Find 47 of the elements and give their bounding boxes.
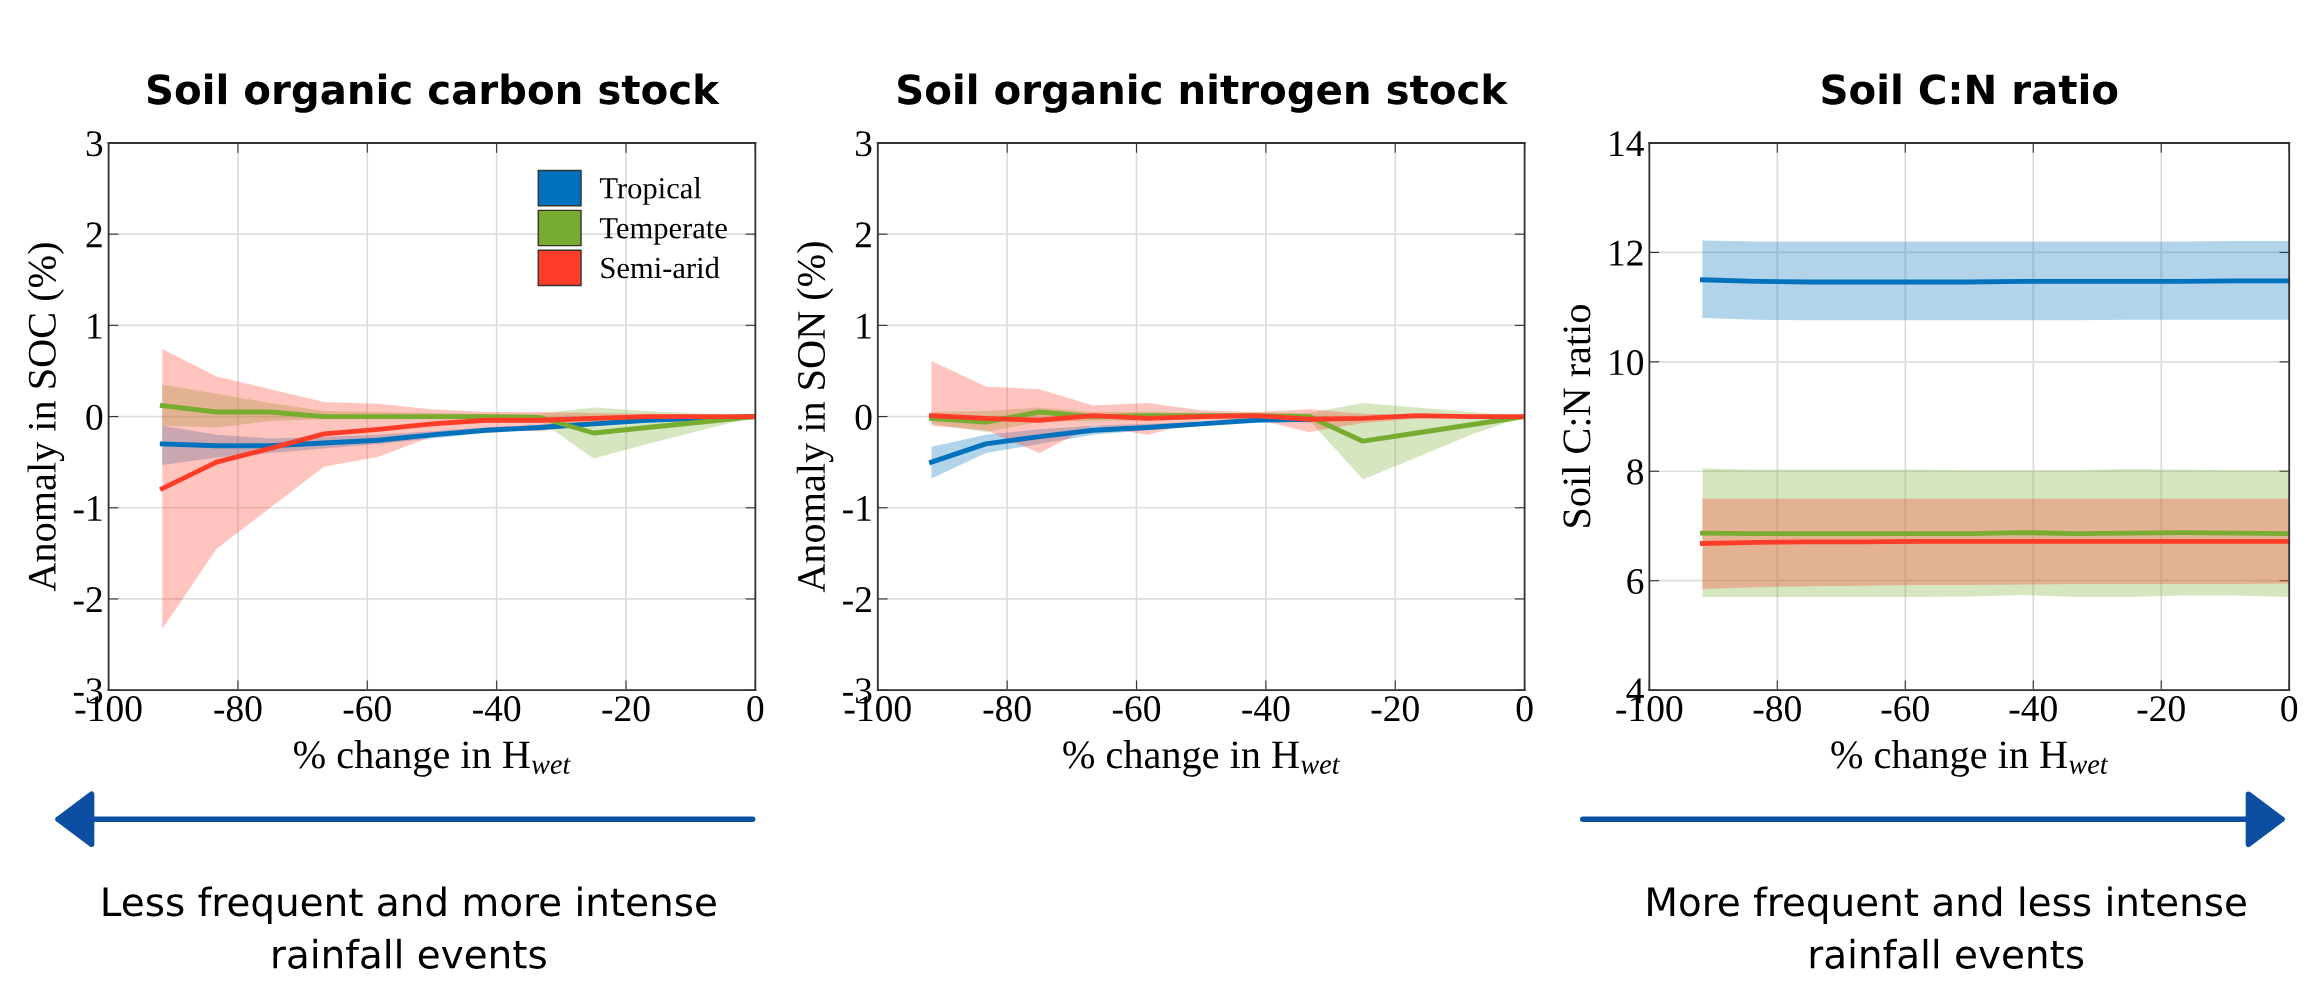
y-tick-label: 0 [855,404,872,430]
y-tick-label: 3 [855,131,872,157]
x-tick-label: -20 [602,696,650,722]
y-tick-label: 0 [86,404,103,430]
x-tick-label: -60 [1112,696,1161,722]
y-tick-label: -1 [73,496,102,521]
y-tick-label: 10 [1610,349,1644,376]
y-tick-label: 1 [857,313,871,339]
y-tick-label: -2 [73,587,102,612]
legend-label: Semi-arid [601,256,720,279]
x-tick-label: 0 [1516,696,1533,722]
legend-label: Temperate [599,218,727,245]
y-tick-label: -2 [843,587,871,612]
chart-title: Soil organic nitrogen stock [898,73,1508,113]
y-tick-label: 2 [855,222,871,248]
y-tick-label: 8 [1627,459,1644,485]
x-axis-title: % change in H$_{wet}$ [293,740,571,777]
x-tick-label: -20 [2137,696,2185,722]
y-tick-label: -1 [843,496,871,521]
x-tick-label: -40 [2009,696,2057,722]
x-tick-label: -60 [343,696,391,722]
legend-label: Tropical [599,177,702,205]
y-axis-title: Soil C:N ratio [1562,305,1591,527]
y-tick-label: 1 [88,313,102,339]
text: Less frequent and more intense rainfall events [103,886,716,969]
y-tick-label: 12 [1610,240,1643,266]
y-tick-label: 6 [1627,568,1644,595]
chart-title: Soil C:N ratio [1822,73,2118,105]
x-tick-label: 0 [2281,696,2298,722]
y-axis-title: Anomaly in SOC (%) [27,243,65,592]
text: More frequent and less intense rainfall events [1648,886,2246,969]
x-tick-label: -60 [1881,696,1929,722]
x-tick-label: 0 [747,696,764,722]
x-tick-label: -80 [1753,696,1801,722]
y-tick-label: 2 [86,222,102,248]
line-series [159,414,756,492]
x-axis-title: % change in H$_{wet}$ [1831,740,2109,777]
x-axis-title: % change in H$_{wet}$ [1063,740,1341,777]
x-tick-label: -80 [214,696,262,722]
chart-title: Soil organic carbon stock [147,73,720,113]
x-tick-label: -80 [983,696,1031,722]
x-tick-label: -40 [473,696,521,722]
y-tick-label: 14 [1610,131,1644,156]
y-tick-label: 3 [86,131,103,157]
x-tick-label: -40 [1242,696,1290,722]
x-tick-label: -20 [1371,696,1419,722]
y-axis-title: Anomaly in SON (%) [796,242,834,593]
